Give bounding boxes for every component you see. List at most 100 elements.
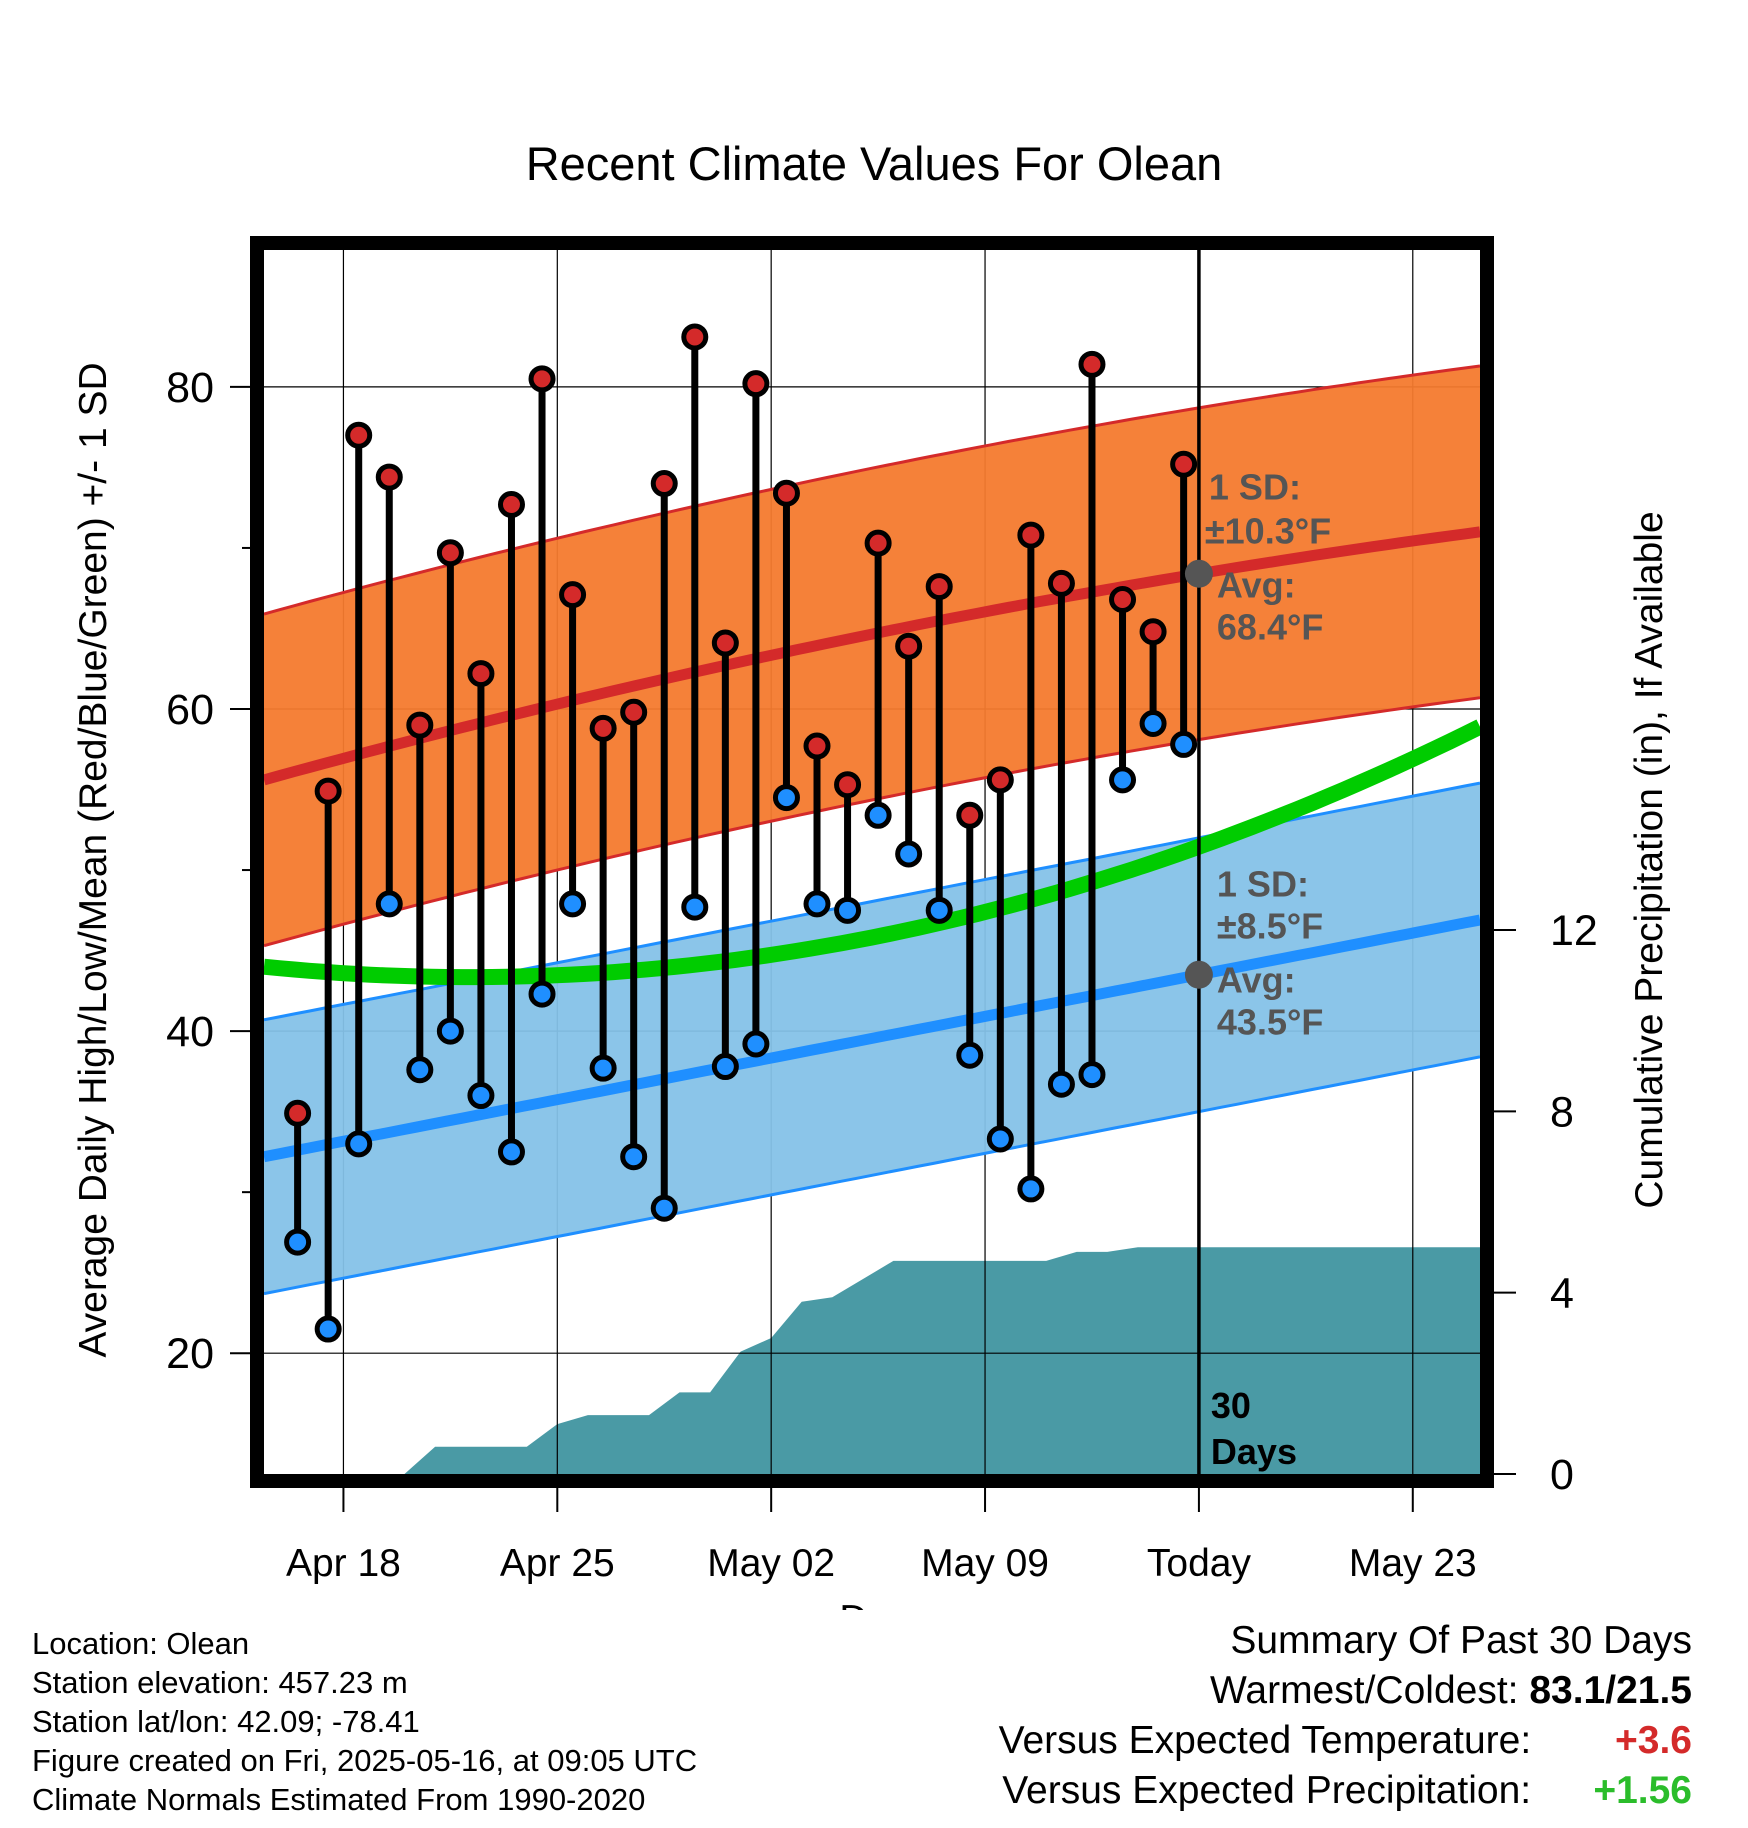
daily-high-point <box>1078 350 1106 378</box>
daily-low-point <box>314 1315 342 1343</box>
high-avg-label: Avg: <box>1217 565 1296 606</box>
daily-high-point <box>956 801 984 829</box>
daily-low-point <box>803 890 831 918</box>
warm-cold-value: 83.1/21.5 <box>1529 1669 1692 1712</box>
daily-high-point <box>589 714 617 742</box>
daily-low-point <box>1170 730 1198 758</box>
daily-low-point <box>711 1053 739 1081</box>
low-avg-label: Avg: <box>1217 960 1296 1001</box>
y2-axis-label: Cumulative Precipitation (in), If Availa… <box>1628 511 1671 1208</box>
x-tick-label: May 02 <box>707 1542 835 1585</box>
created-text: Figure created on Fri, 2025-05-16, at 09… <box>32 1743 698 1778</box>
station-metadata: Location: Olean Station elevation: 457.2… <box>32 1624 697 1819</box>
daily-high-point <box>406 711 434 739</box>
x-tick-label: May 23 <box>1349 1542 1477 1585</box>
daily-low-point <box>589 1054 617 1082</box>
y-tick-label: 80 <box>166 364 214 412</box>
daily-high-point <box>803 732 831 760</box>
high-sd-lower-line <box>264 696 1480 948</box>
x-tick-label: May 09 <box>921 1542 1049 1585</box>
daily-high-point <box>1017 521 1045 549</box>
days-count-label: 30 <box>1211 1385 1251 1426</box>
daily-low-point <box>772 784 800 812</box>
summary-precip: Versus Expected Precipitation: +1.56 <box>999 1766 1692 1816</box>
daily-high-point <box>1170 450 1198 478</box>
summary-temp: Versus Expected Temperature: +3.6 <box>999 1716 1692 1766</box>
temp-label: Versus Expected Temperature: <box>998 1719 1532 1762</box>
plot-area <box>264 250 1480 1474</box>
daily-low-point <box>1109 766 1137 794</box>
daily-high-point <box>620 698 648 726</box>
daily-low-point <box>1078 1061 1106 1089</box>
high-sd-value: ±10.3°F <box>1205 511 1331 552</box>
precip-value: +1.56 <box>1593 1769 1692 1812</box>
daily-low-point <box>559 890 587 918</box>
daily-high-point <box>986 766 1014 794</box>
elevation-text: Station elevation: 457.23 m <box>32 1665 408 1700</box>
daily-low-point <box>406 1056 434 1084</box>
daily-high-point <box>772 479 800 507</box>
y-tick-label: 40 <box>166 1008 214 1056</box>
axes: 20 40 60 80 0 4 8 12 Apr 18 Apr 25 May 02 May 09 Tod… <box>166 236 1598 1585</box>
daily-low-point <box>467 1082 495 1110</box>
daily-low-point <box>528 980 556 1008</box>
daily-low-point <box>1017 1175 1045 1203</box>
daily-high-point <box>375 463 403 491</box>
location-text: Location: Olean <box>32 1626 250 1661</box>
climate-chart: Recent Climate Values For Olean 20406080… <box>72 137 1671 1610</box>
cumulative-precip-area <box>404 1247 1480 1474</box>
y2-tick-label: 4 <box>1550 1270 1574 1318</box>
daily-low-point <box>620 1143 648 1171</box>
daily-low-point <box>834 896 862 924</box>
daily-low-point <box>1139 709 1167 737</box>
y2-tick-label: 0 <box>1550 1451 1574 1499</box>
x-tick-label: Today <box>1147 1542 1252 1585</box>
y-tick-label: 60 <box>166 686 214 734</box>
summary-warm-cold: Warmest/Coldest: 83.1/21.5 <box>999 1666 1692 1716</box>
today-low-avg-marker <box>1184 960 1213 989</box>
warm-cold-label: Warmest/Coldest: <box>1210 1669 1519 1712</box>
daily-low-point <box>345 1130 373 1158</box>
daily-high-point <box>497 490 525 518</box>
daily-high-point <box>314 777 342 805</box>
summary-title: Summary Of Past 30 Days <box>1230 1619 1692 1662</box>
y2-tick-label: 8 <box>1550 1088 1574 1136</box>
low-avg-value: 43.5°F <box>1217 1002 1323 1043</box>
daily-low-point <box>436 1017 464 1045</box>
plot-content <box>264 250 1480 1474</box>
daily-low-point <box>681 893 709 921</box>
low-sd-lower-line <box>264 1055 1480 1296</box>
daily-high-point <box>742 370 770 398</box>
daily-high-point <box>711 629 739 657</box>
x-axis-label: Day <box>839 1598 909 1610</box>
daily-high-point <box>559 581 587 609</box>
latlon-text: Station lat/lon: 42.09; -78.41 <box>32 1704 420 1739</box>
low-sd-label: 1 SD: <box>1217 864 1309 905</box>
daily-low-point <box>1047 1070 1075 1098</box>
high-sd-band <box>264 366 1480 946</box>
high-avg-value: 68.4°F <box>1217 607 1323 648</box>
daily-low-point <box>925 896 953 924</box>
chart-title: Recent Climate Values For Olean <box>526 137 1223 190</box>
today-high-avg-marker <box>1184 559 1213 588</box>
daily-high-point <box>681 323 709 351</box>
daily-high-point <box>834 771 862 799</box>
temperature-marks <box>284 323 1198 1343</box>
daily-low-point <box>375 890 403 918</box>
daily-low-point <box>284 1228 312 1256</box>
daily-high-point <box>925 573 953 601</box>
daily-low-point <box>497 1138 525 1166</box>
daily-high-point <box>1109 585 1137 613</box>
daily-low-point <box>650 1194 678 1222</box>
daily-low-point <box>742 1030 770 1058</box>
daily-low-point <box>986 1125 1014 1153</box>
daily-high-point <box>467 660 495 688</box>
normal-low-line <box>264 914 1480 1163</box>
high-sd-upper-line <box>264 364 1480 616</box>
normal-high-line <box>264 526 1480 786</box>
high-sd-label: 1 SD: <box>1209 467 1301 508</box>
summary-panel: Summary Of Past 30 Days Warmest/Coldest:… <box>999 1616 1692 1816</box>
normals-text: Climate Normals Estimated From 1990-2020 <box>32 1782 646 1817</box>
daily-low-point <box>956 1041 984 1069</box>
